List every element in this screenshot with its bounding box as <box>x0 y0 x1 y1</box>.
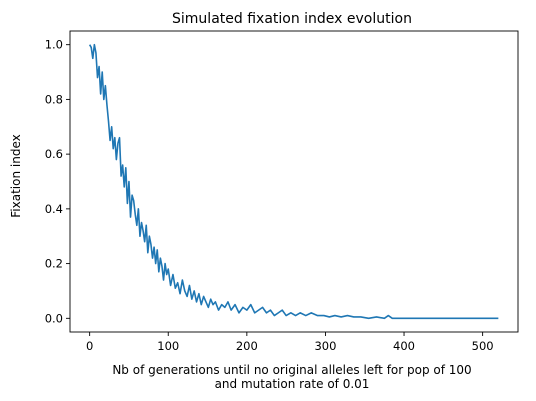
y-tick-label: 0.2 <box>45 257 63 271</box>
plot-area: 0 100 200 300 400 500 0.0 0.2 0.4 0.6 0.8 1.0 <box>45 30 519 353</box>
x-tick-label: 0 <box>86 339 93 353</box>
x-tick-label: 300 <box>314 339 336 353</box>
x-axis-title-line-2: and mutation rate of 0.01 <box>215 377 370 391</box>
x-axis-title-line-1: Nb of generations until no original alle… <box>112 363 471 377</box>
x-tick-label: 200 <box>236 339 258 353</box>
y-tick-label: 0.4 <box>45 202 63 216</box>
plot-frame <box>69 30 519 333</box>
y-tick-label: 0.6 <box>45 147 63 161</box>
x-tick-label: 500 <box>472 339 494 353</box>
x-tick-label: 100 <box>157 339 179 353</box>
chart-title: Simulated fixation index evolution <box>172 11 412 27</box>
y-axis-title: Fixation index <box>9 134 23 217</box>
x-tick-label: 400 <box>393 339 415 353</box>
y-tick-label: 0.8 <box>45 92 63 106</box>
series-line-0 <box>88 43 499 320</box>
y-tick-label: 0.0 <box>45 311 63 325</box>
y-tick-label: 1.0 <box>45 38 63 52</box>
